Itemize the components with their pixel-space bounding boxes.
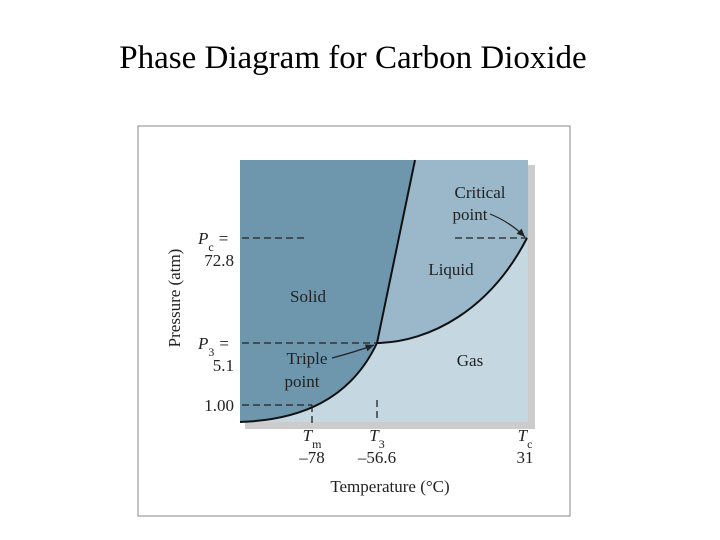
x-label-value: –56.6 — [357, 448, 396, 467]
annotation: Critical — [455, 183, 506, 202]
y-label-value: 1.00 — [204, 396, 234, 415]
symbol: T — [369, 426, 380, 445]
symbol: T — [518, 426, 529, 445]
guide-lines — [242, 237, 527, 426]
annotation: point — [453, 205, 488, 224]
solid-region — [240, 160, 415, 422]
x-label: Tc — [518, 426, 533, 451]
liquid-region — [377, 160, 528, 343]
subscript: c — [208, 240, 213, 254]
y-label-value: 5.1 — [213, 356, 234, 375]
region-label: Liquid — [428, 260, 474, 279]
subscript: c — [527, 437, 532, 451]
annotation: point — [285, 372, 320, 391]
critical-arrow — [489, 213, 526, 238]
symbol: T — [303, 426, 314, 445]
subscript: m — [312, 437, 322, 451]
equals: = — [219, 334, 229, 353]
x-axis-title: Temperature (°C) — [330, 477, 449, 496]
region-label: Solid — [290, 287, 326, 306]
subscript: 3 — [208, 345, 214, 359]
subscript: 3 — [379, 437, 385, 451]
symbol: P — [197, 229, 208, 248]
triple-arrow — [331, 344, 375, 359]
y-label: Pc = — [197, 229, 228, 254]
phase-boundaries — [239, 159, 528, 423]
y-axis-title: Pressure (atm) — [165, 249, 184, 348]
y-label-value: 72.8 — [204, 251, 234, 270]
region-label: Gas — [457, 351, 483, 370]
x-label: Tm — [303, 426, 322, 451]
equals: = — [219, 229, 229, 248]
symbol: P — [197, 334, 208, 353]
annotation: Triple — [287, 349, 328, 368]
x-label-value: 31 — [517, 448, 534, 467]
y-label: P3 = — [197, 334, 229, 359]
x-label-value: –78 — [298, 448, 325, 467]
title: Phase Diagram for Carbon Dioxide — [119, 40, 586, 76]
x-label: T3 — [369, 426, 384, 451]
